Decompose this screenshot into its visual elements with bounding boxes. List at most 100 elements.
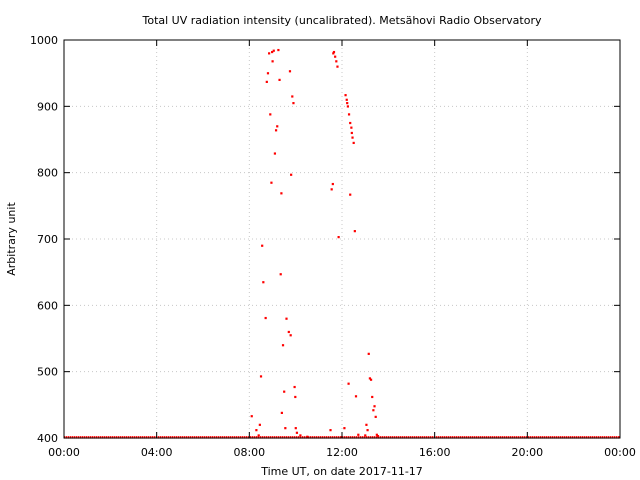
x-tick-label: 12:00	[326, 446, 358, 459]
data-point	[351, 136, 354, 139]
data-point	[345, 98, 348, 101]
data-point	[276, 125, 279, 128]
data-point	[257, 434, 260, 437]
data-point	[285, 317, 288, 320]
x-axis-label: Time UT, on date 2017-11-17	[260, 465, 423, 478]
data-point	[335, 60, 338, 63]
data-point	[352, 141, 355, 145]
data-point	[266, 72, 270, 75]
data-point	[274, 129, 278, 132]
data-point	[332, 50, 336, 54]
data-point	[373, 405, 376, 408]
data-point	[261, 244, 264, 247]
y-tick-label: 1000	[30, 34, 58, 47]
data-point	[329, 429, 332, 432]
data-point	[283, 390, 286, 393]
data-point	[291, 95, 294, 98]
data-point	[371, 395, 374, 399]
data-point	[332, 52, 335, 55]
x-tick-label: 04:00	[141, 446, 173, 459]
data-point	[295, 431, 299, 434]
data-point	[344, 94, 347, 97]
data-point	[334, 55, 337, 58]
data-point	[330, 188, 333, 191]
data-point	[265, 80, 268, 83]
data-point	[349, 121, 352, 125]
y-tick-label: 600	[37, 299, 58, 312]
data-point	[270, 181, 273, 184]
y-tick-label: 800	[37, 167, 58, 180]
x-tick-label: 00:00	[604, 446, 636, 459]
data-point	[273, 152, 277, 155]
data-point	[368, 377, 371, 380]
data-point	[250, 415, 253, 418]
data-point	[350, 131, 353, 135]
data-point	[343, 427, 346, 430]
data-point	[281, 344, 285, 347]
y-axis-label: Arbitrary unit	[5, 202, 18, 276]
data-point	[375, 433, 378, 436]
data-point	[287, 330, 290, 334]
y-tick-label: 400	[37, 432, 58, 445]
data-point	[347, 382, 350, 385]
data-point	[347, 113, 351, 116]
data-point	[255, 429, 258, 432]
data-point	[294, 395, 297, 399]
data-point	[353, 230, 356, 233]
y-tick-labels: 400 500 600 700 800 900 1000	[30, 34, 58, 445]
y-tick-label: 500	[37, 366, 58, 379]
data-point	[331, 182, 334, 186]
y-tick-label: 900	[37, 100, 58, 113]
data-point	[271, 60, 274, 63]
data-point	[272, 49, 275, 52]
data-point	[336, 65, 339, 68]
data-point	[369, 378, 373, 381]
data-point	[337, 236, 340, 239]
data-point	[364, 434, 367, 437]
data-point	[306, 435, 309, 438]
axis-ticks	[63, 39, 621, 439]
data-point	[259, 375, 263, 378]
data-point	[280, 192, 283, 195]
y-tick-label: 700	[37, 233, 58, 246]
data-point	[264, 316, 267, 320]
data-point	[290, 173, 293, 176]
data-point	[269, 113, 272, 116]
chart-title: Total UV radiation intensity (uncalibrat…	[142, 14, 542, 27]
data-point	[350, 126, 353, 129]
x-tick-label: 08:00	[233, 446, 265, 459]
data-point	[284, 427, 287, 430]
data-point	[268, 52, 271, 55]
data-point	[280, 411, 283, 414]
data-point	[262, 281, 265, 284]
data-point	[288, 70, 292, 73]
data-point	[346, 102, 349, 105]
data-point	[278, 78, 281, 81]
data-point	[374, 415, 377, 418]
data-point	[289, 334, 292, 337]
data-point	[357, 433, 360, 436]
data-point	[346, 105, 349, 108]
data-points	[250, 48, 380, 438]
data-point	[366, 429, 369, 432]
data-point	[258, 423, 261, 426]
data-point	[277, 48, 280, 52]
data-point	[367, 352, 370, 355]
data-point	[293, 385, 296, 389]
grid-lines	[64, 40, 620, 438]
x-tick-labels: 00:00 04:00 08:00 12:00 16:00 20:00 00:00	[48, 446, 636, 459]
x-tick-label: 16:00	[419, 446, 451, 459]
data-point	[349, 193, 352, 196]
data-point	[292, 102, 295, 105]
data-point	[365, 423, 368, 426]
data-point	[294, 427, 297, 430]
data-point	[376, 435, 380, 438]
data-point	[372, 409, 375, 412]
data-point	[271, 50, 274, 54]
x-tick-label: 00:00	[48, 446, 80, 459]
data-point	[279, 273, 282, 276]
data-point	[354, 395, 358, 398]
x-tick-label: 20:00	[511, 446, 543, 459]
data-point	[299, 434, 302, 437]
